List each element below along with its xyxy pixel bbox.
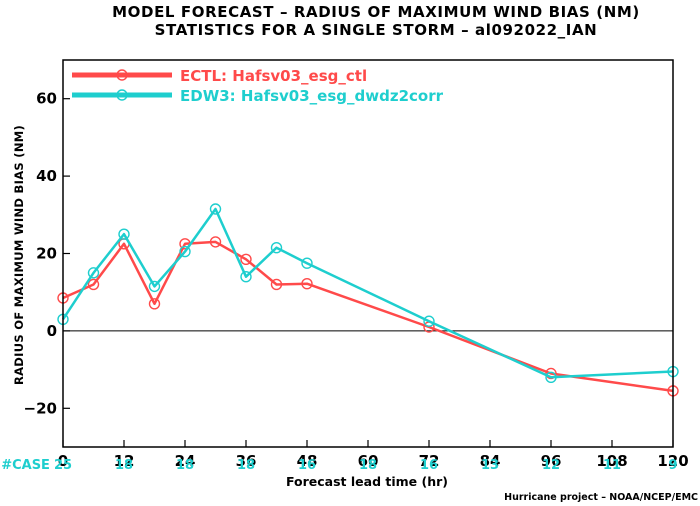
x-tick-label: 24 [175, 452, 196, 470]
series-2-point [87, 267, 100, 279]
case-count: 25 [54, 458, 72, 473]
case-count: 18 [176, 458, 194, 473]
series-2-point [301, 257, 313, 269]
x-tick-label: 120 [657, 452, 688, 470]
case-counts: 25 18 18 18 16 18 16 13 12 11 9 [54, 458, 678, 473]
case-count: 16 [420, 458, 438, 473]
series-2-point [179, 245, 191, 258]
series-1-point [270, 278, 283, 291]
series-1-point [148, 298, 161, 310]
case-count: 18 [237, 458, 255, 473]
series-line-2 [61, 207, 674, 379]
series-1-point [209, 236, 222, 248]
series-1-point [240, 253, 252, 266]
legend: ECTL: Hafsv03_esg_ctl EDW3: Hafsv03_esg_d… [72, 67, 444, 105]
y-tick-label: 0 [47, 322, 57, 340]
chart-subtitle: STATISTICS FOR A SINGLE STORM – al092022… [155, 21, 598, 39]
case-count: 18 [115, 458, 133, 473]
chart-title: MODEL FORECAST – RADIUS OF MAXIMUM WIND … [112, 3, 640, 21]
x-tick-label: 108 [596, 452, 627, 470]
x-tick-label: 48 [297, 452, 318, 470]
case-count: 11 [603, 458, 621, 473]
series-2-point [118, 228, 130, 240]
y-tick-label: −20 [24, 399, 57, 417]
x-tick-label: 84 [480, 452, 501, 470]
y-tick-label: 60 [36, 90, 57, 108]
plot-frame [62, 59, 674, 448]
x-tick-label: 60 [358, 452, 379, 470]
x-tick-label: 72 [419, 452, 440, 470]
x-axis-label: Forecast lead time (hr) [286, 474, 448, 489]
x-tick-label: 12 [114, 452, 135, 470]
series-1-point [87, 278, 100, 291]
series-line-1 [62, 240, 674, 393]
case-label: #CASE [1, 458, 50, 473]
case-count: 18 [359, 458, 377, 473]
y-tick-label: 40 [36, 167, 57, 185]
legend-label-1: ECTL: Hafsv03_esg_ctl [180, 67, 367, 85]
legend-marker-1 [116, 69, 128, 81]
y-tick-label: 20 [36, 245, 57, 263]
series-2-point [423, 315, 435, 327]
y-axis-label: RADIUS OF MAXIMUM WIND BIAS (NM) [12, 125, 26, 385]
series-2-point [240, 271, 252, 283]
x-tick-label: 0 [58, 452, 68, 470]
series-1-point [301, 277, 313, 290]
x-tick-label: 96 [541, 452, 562, 470]
legend-label-2: EDW3: Hafsv03_esg_dwdz2corr [180, 87, 444, 105]
case-count: 9 [668, 458, 677, 473]
case-count: 16 [298, 458, 316, 473]
case-count: 13 [481, 458, 499, 473]
series-2-point [209, 203, 222, 215]
x-tick-label: 36 [236, 452, 257, 470]
series-2-point [545, 371, 557, 384]
case-count: 12 [542, 458, 560, 473]
axis-ticks: 0 12 24 36 48 60 72 84 96 108 120 −20 0 20 40 60 [24, 90, 689, 470]
series-2-point [270, 241, 283, 254]
legend-marker-2 [116, 89, 128, 101]
series-2-point [148, 280, 161, 293]
series-layer [57, 203, 679, 397]
credit-text: Hurricane project – NOAA/NCEP/EMC [504, 492, 698, 503]
